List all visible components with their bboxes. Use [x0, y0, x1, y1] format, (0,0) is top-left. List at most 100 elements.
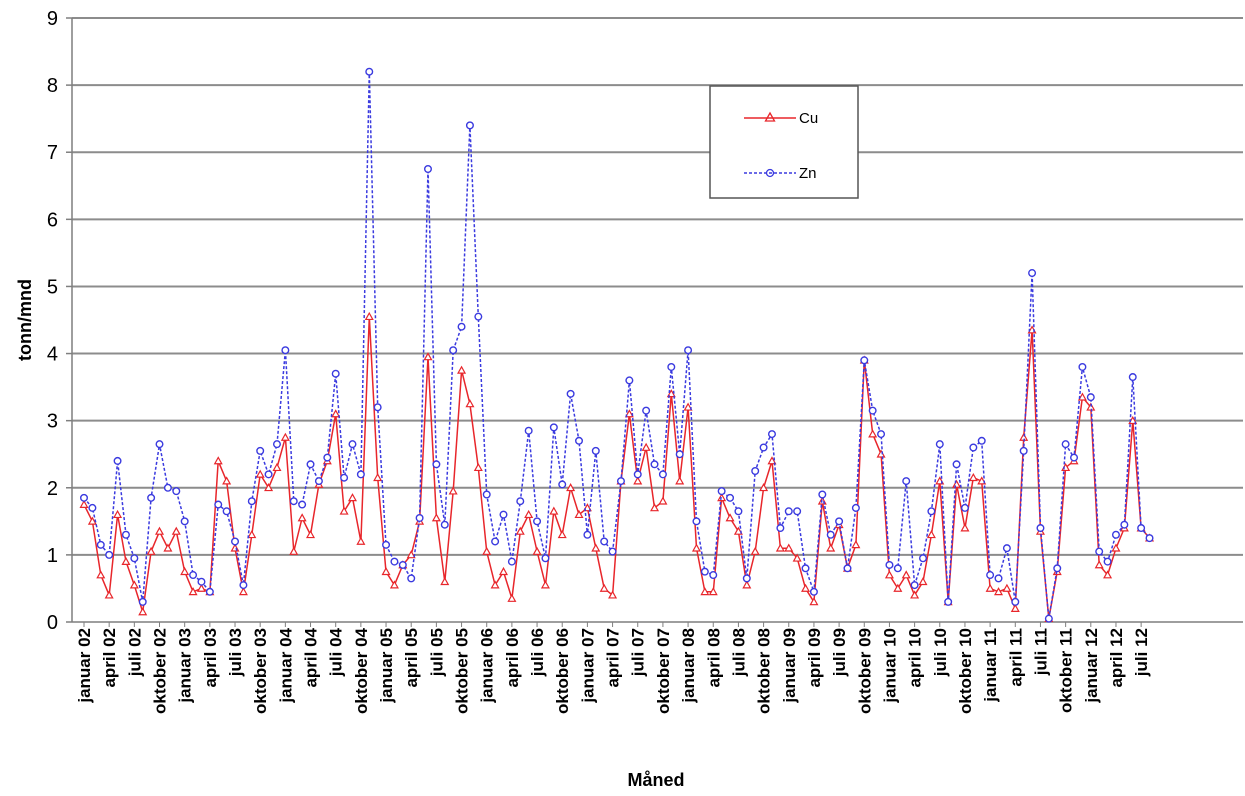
data-point-zn	[340, 473, 349, 482]
x-tick-label: januar 06	[478, 628, 497, 704]
y-tick-label: 8	[47, 75, 58, 97]
data-point-cu	[868, 429, 878, 438]
x-tick-label: oktober 08	[755, 628, 774, 714]
data-point-zn	[935, 440, 944, 449]
data-point-cu	[297, 513, 307, 522]
data-point-cu	[876, 449, 886, 458]
data-point-zn	[826, 530, 835, 539]
data-point-zn	[751, 467, 760, 476]
data-point-cu	[129, 580, 139, 589]
data-point-cu	[482, 546, 492, 555]
data-point-cu	[566, 483, 576, 492]
data-point-zn	[944, 597, 953, 606]
data-point-zn	[147, 493, 156, 502]
data-point-zn	[1078, 362, 1087, 371]
data-point-cu	[230, 543, 240, 552]
data-point-zn	[969, 443, 978, 452]
x-tick-label: oktober 10	[956, 628, 975, 714]
data-point-cu	[918, 576, 928, 586]
x-tick-label: januar 04	[276, 627, 295, 703]
x-tick-label: januar 10	[880, 628, 899, 704]
data-point-cu	[624, 409, 634, 418]
data-point-zn	[885, 560, 894, 569]
series	[79, 67, 1155, 623]
x-tick-label: juli 08	[729, 628, 748, 677]
data-point-zn	[499, 510, 508, 519]
data-point-cu	[549, 506, 559, 515]
data-point-zn	[407, 574, 416, 583]
data-point-cu	[767, 456, 777, 465]
data-point-cu	[775, 543, 785, 552]
x-tick-label: januar 08	[679, 628, 698, 704]
data-point-cu	[557, 530, 567, 539]
y-tick-label: 0	[47, 612, 58, 634]
data-point-zn	[583, 530, 592, 539]
data-point-cu	[440, 576, 450, 586]
x-axis-title: Måned	[627, 770, 684, 790]
data-point-zn	[860, 356, 869, 365]
data-point-zn	[180, 517, 189, 526]
y-tick-label: 2	[47, 478, 58, 500]
legend-cu-label: Cu	[799, 110, 818, 127]
data-point-zn	[784, 507, 793, 516]
data-point-zn	[197, 577, 206, 586]
data-point-zn	[382, 540, 391, 549]
data-point-zn	[189, 571, 198, 580]
data-point-cu	[574, 509, 584, 519]
data-point-zn	[289, 497, 298, 506]
data-point-zn	[600, 537, 609, 546]
data-point-zn	[893, 564, 902, 573]
data-point-zn	[323, 453, 332, 462]
x-tick-label: januar 05	[377, 628, 396, 704]
data-point-zn	[818, 490, 827, 499]
data-point-zn	[1044, 614, 1053, 623]
x-tick-label: oktober 11	[1057, 628, 1076, 713]
data-point-zn	[272, 440, 281, 449]
data-point-cu	[113, 509, 123, 519]
x-tick-label: oktober 03	[251, 628, 270, 714]
data-point-cu	[347, 493, 357, 502]
data-point-zn	[667, 362, 676, 371]
data-point-cu	[1077, 392, 1087, 401]
data-point-zn	[1095, 547, 1104, 556]
data-point-cu	[952, 479, 962, 488]
data-point-zn	[1120, 520, 1129, 529]
x-tick-label: juli 11	[1031, 628, 1050, 676]
data-point-cu	[968, 472, 978, 482]
data-point-zn	[398, 560, 407, 569]
data-point-zn	[742, 574, 751, 583]
data-point-cu	[683, 402, 693, 411]
data-point-cu	[608, 590, 618, 599]
data-point-zn	[465, 121, 474, 130]
x-tick-label: oktober 06	[553, 628, 572, 714]
x-tick-label: januar 02	[75, 628, 94, 704]
data-point-cu	[675, 476, 685, 485]
x-tick-label: juli 03	[226, 628, 245, 677]
x-tick-label: april 10	[906, 628, 925, 688]
data-point-cu	[851, 540, 861, 549]
x-tick-label: april 12	[1107, 628, 1126, 688]
data-point-zn	[851, 503, 860, 512]
data-point-zn	[759, 443, 768, 452]
data-point-zn	[163, 483, 172, 492]
x-tick-label: april 02	[100, 628, 119, 688]
data-point-cu	[364, 311, 374, 321]
data-point-zn	[348, 440, 357, 449]
x-tick-label: juli 02	[125, 628, 144, 677]
data-point-zn	[457, 322, 466, 331]
data-point-zn	[952, 460, 961, 469]
data-point-zn	[1002, 544, 1011, 553]
data-point-zn	[650, 460, 659, 469]
data-point-cu	[700, 587, 710, 596]
data-point-cu	[448, 486, 458, 495]
data-point-zn	[524, 426, 533, 435]
x-tick-label: juli 07	[629, 628, 648, 677]
gridlines	[66, 17, 1243, 623]
data-point-zn	[902, 477, 911, 486]
data-point-zn	[423, 164, 432, 173]
data-point-cu	[532, 546, 542, 555]
data-point-cu	[599, 583, 609, 592]
data-point-zn	[1086, 393, 1095, 402]
data-point-cu	[306, 530, 316, 539]
